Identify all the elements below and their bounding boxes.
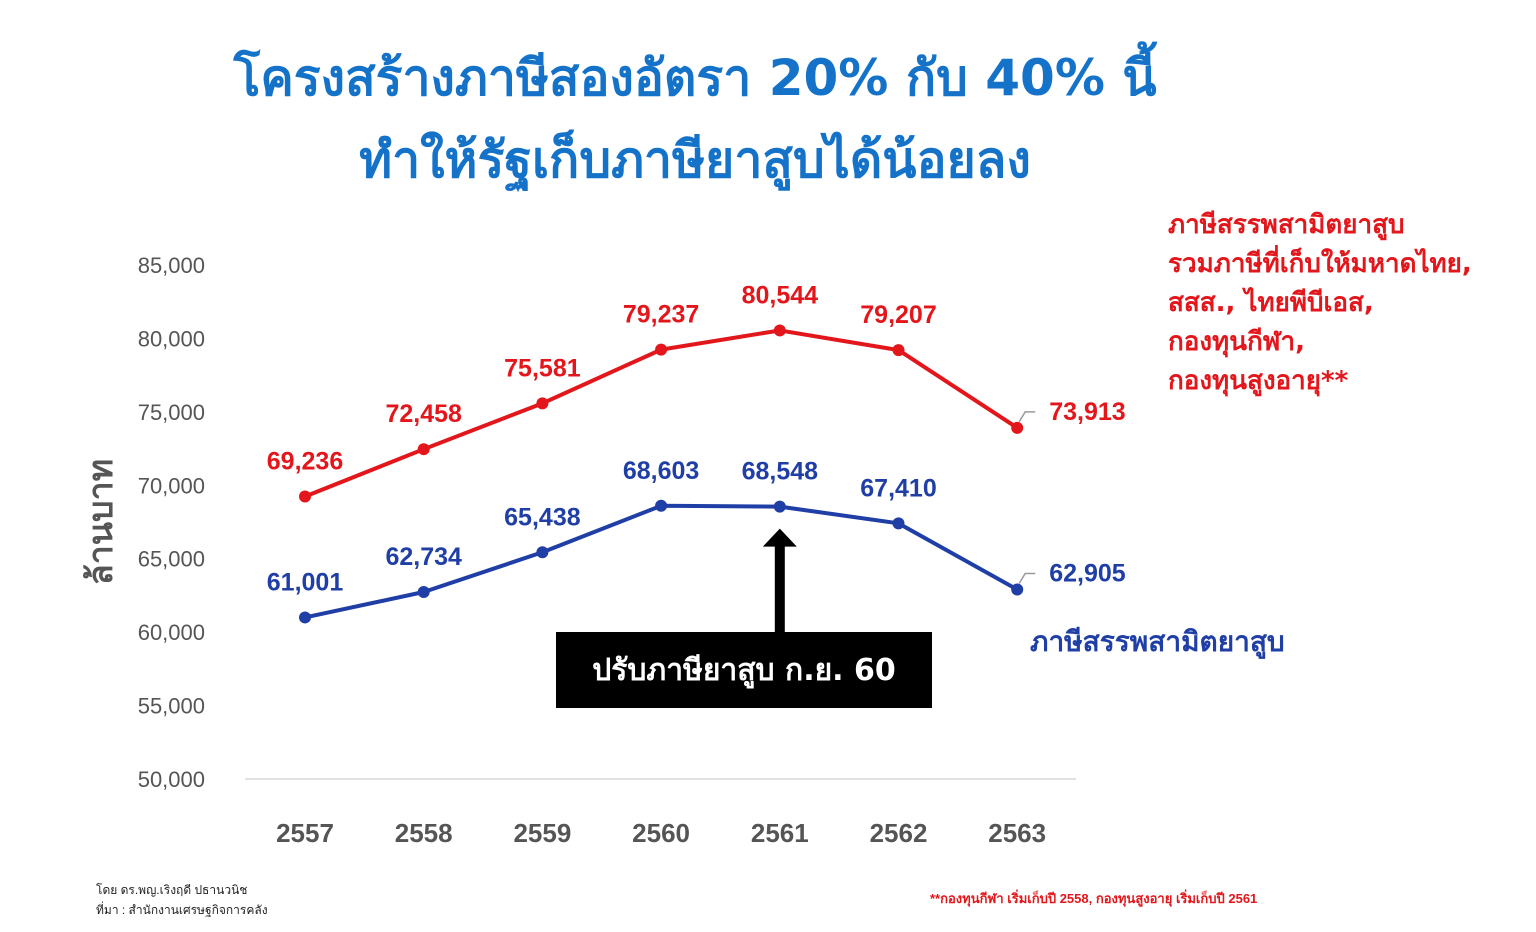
data-point (655, 499, 668, 512)
red-legend-line: กองทุนกีฬา, (1168, 327, 1305, 357)
tax-adjustment-callout: ปรับภาษียาสูบ ก.ย. 60 (556, 632, 932, 708)
data-point (892, 517, 905, 530)
y-tick-label: 70,000 (138, 473, 205, 498)
y-tick-label: 60,000 (138, 620, 205, 645)
data-label: 65,438 (504, 503, 581, 531)
data-point (536, 546, 549, 559)
data-label: 72,458 (385, 400, 462, 428)
data-label: 79,207 (860, 301, 936, 329)
x-tick-label: 2561 (751, 818, 809, 848)
annotation-arrow-shaft (774, 544, 785, 632)
data-point (655, 343, 668, 356)
red-legend-line: ภาษีสรรพสามิตยาสูบ (1168, 210, 1405, 240)
chart-title-line-2: ทำให้รัฐเก็บภาษียาสูบได้น้อยลง (359, 131, 1031, 189)
data-label: 68,603 (623, 457, 699, 485)
x-tick-label: 2559 (513, 818, 571, 848)
x-tick-label: 2562 (870, 818, 928, 848)
data-label: 62,905 (1049, 559, 1126, 587)
x-tick-label: 2557 (276, 818, 334, 848)
data-label: 73,913 (1049, 398, 1125, 426)
data-label: 62,734 (385, 543, 462, 571)
data-label: 67,410 (860, 474, 936, 502)
data-point (299, 611, 311, 624)
data-point (417, 443, 430, 456)
red-legend-line: รวมภาษีที่เก็บให้มหาดไทย, (1168, 249, 1472, 279)
chart-title-line-1: โครงสร้างภาษีสองอัตรา 20% กับ 40% นี้ (233, 49, 1157, 107)
red-legend-line: กองทุนสูงอายุ** (1168, 366, 1349, 396)
footer-credits: โดย ดร.พญ.เริงฤดี ปธานวนิช ที่มา : สำนัก… (96, 880, 268, 920)
author-credit: โดย ดร.พญ.เริงฤดี ปธานวนิช (96, 883, 248, 897)
data-point (773, 324, 786, 337)
label-leader-line (1018, 411, 1036, 423)
y-tick-label: 80,000 (138, 326, 205, 351)
data-point (417, 585, 430, 598)
blue-series-legend: ภาษีสรรพสามิตยาสูบ (1030, 625, 1285, 658)
data-label: 69,236 (267, 448, 343, 476)
data-label: 68,548 (742, 458, 819, 486)
data-label: 75,581 (504, 354, 581, 382)
x-tick-label: 2560 (632, 818, 690, 848)
y-tick-label: 65,000 (138, 547, 205, 572)
red-series-legend: ภาษีสรรพสามิตยาสูบ รวมภาษีที่เก็บให้มหาด… (1168, 206, 1472, 401)
x-tick-label: 2558 (395, 818, 453, 848)
data-point (1011, 583, 1024, 596)
red-legend-line: สสส., ไทยพีบีเอส, (1168, 288, 1374, 318)
source-credit: ที่มา : สำนักงานเศรษฐกิจการคลัง (96, 903, 268, 917)
data-label: 79,237 (623, 301, 699, 329)
y-tick-label: 55,000 (138, 694, 205, 719)
data-label: 61,001 (267, 568, 344, 596)
y-tick-label: 50,000 (138, 767, 205, 792)
y-axis-label: ล้านบาท (81, 459, 121, 585)
x-tick-label: 2563 (988, 818, 1046, 848)
data-point (773, 500, 786, 513)
data-point (1011, 421, 1024, 434)
data-point (892, 344, 905, 357)
data-point (299, 490, 311, 503)
data-label: 80,544 (742, 281, 819, 309)
annotation-arrow-head (762, 528, 797, 547)
data-point (536, 397, 549, 410)
footnote: **กองทุนกีฬา เริ่มเก็บปี 2558, กองทุนสูง… (930, 891, 1258, 906)
label-leader-line (1018, 572, 1036, 584)
y-tick-label: 85,000 (138, 253, 205, 278)
y-tick-label: 75,000 (138, 400, 205, 425)
